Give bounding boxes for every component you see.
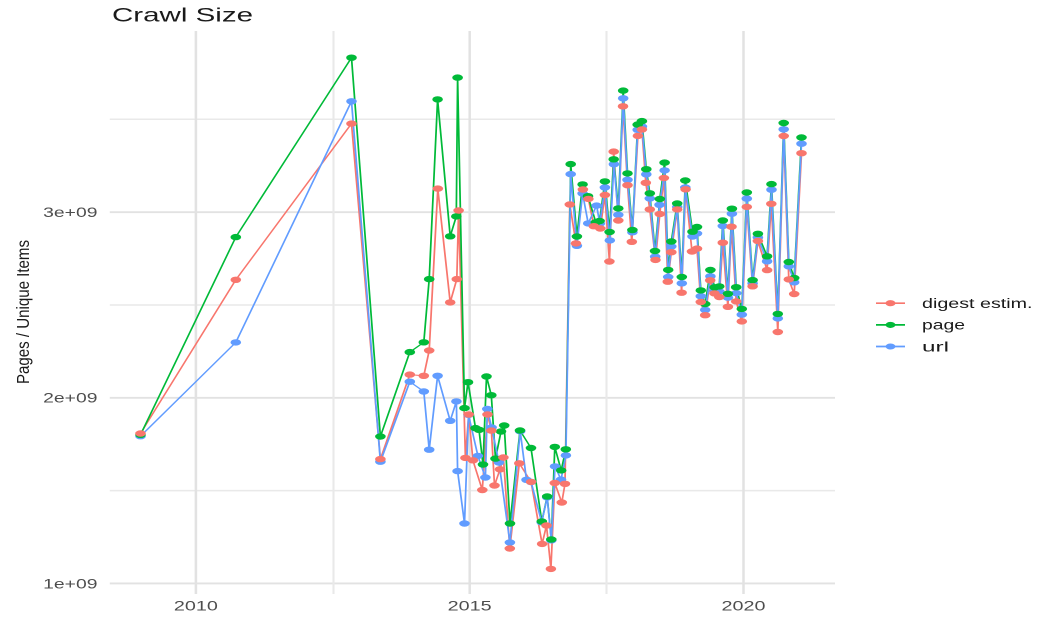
svg-text:2e+09: 2e+09 bbox=[43, 390, 98, 406]
svg-text:2015: 2015 bbox=[448, 598, 492, 614]
svg-text:Crawl Size: Crawl Size bbox=[112, 5, 253, 27]
svg-text:Pages / Unique Items: Pages / Unique Items bbox=[15, 240, 34, 384]
svg-text:url: url bbox=[922, 339, 949, 354]
svg-text:2010: 2010 bbox=[174, 598, 218, 614]
svg-text:page: page bbox=[922, 318, 965, 333]
svg-text:2020: 2020 bbox=[722, 598, 766, 614]
svg-text:3e+09: 3e+09 bbox=[43, 204, 98, 220]
svg-text:digest estim.: digest estim. bbox=[922, 296, 1033, 311]
svg-text:1e+09: 1e+09 bbox=[43, 575, 98, 591]
